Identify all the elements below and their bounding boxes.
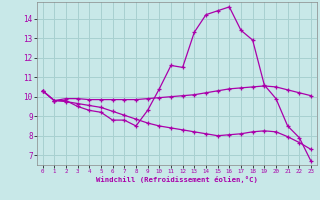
X-axis label: Windchill (Refroidissement éolien,°C): Windchill (Refroidissement éolien,°C) (96, 176, 258, 183)
